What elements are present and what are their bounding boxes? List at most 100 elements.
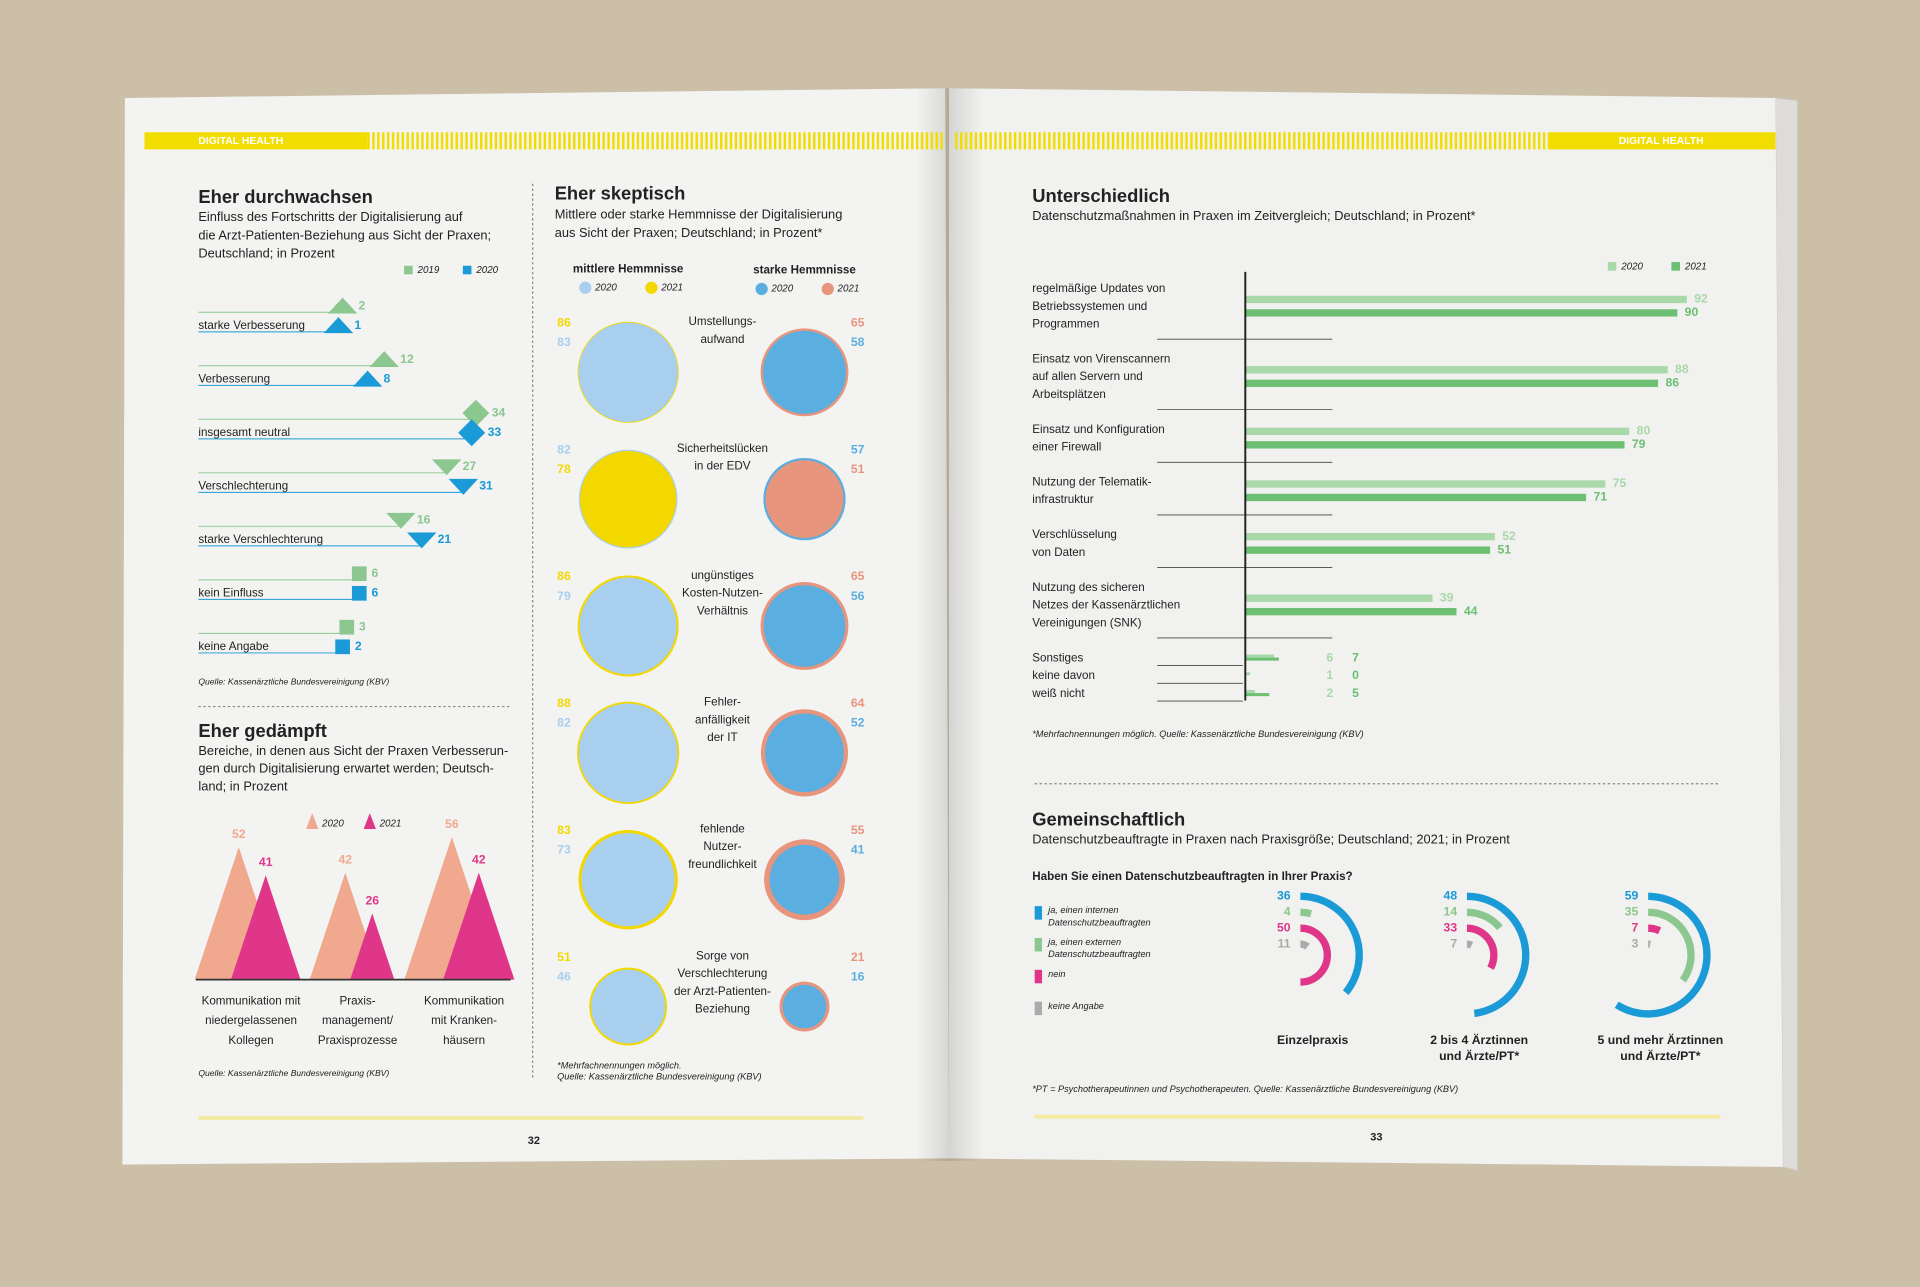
footnote: *Mehrfachnennungen möglich. Quelle: Kasse… [557,1061,761,1082]
value-label: 27 [463,459,477,473]
category-label: kein Einfluss [198,586,263,599]
marker [369,351,399,368]
marker [351,585,367,601]
group-label: starke Hemmnisse [753,264,856,277]
arc [1647,924,1662,935]
triangle [350,913,395,980]
header-stripes [955,132,1549,150]
value-label: 48 [1444,889,1458,903]
legend-swatch [1671,262,1680,271]
bar [1245,441,1625,449]
value-label: 52 [851,716,865,730]
value-label: 7 [1352,650,1359,664]
category-label: Verschlechterung [198,479,288,492]
value-label: 4 [1284,905,1291,919]
category-label: Nutzung der Telematik-infrastruktur [1032,476,1151,507]
header-band [144,132,368,150]
arc [1466,924,1498,970]
bar [1245,295,1687,304]
value-label: 42 [472,853,486,867]
value-label: 12 [400,352,414,366]
category-label: ungünstiges Kosten-Nutzen-Verhältnis [682,569,763,618]
marker [462,399,490,427]
value-label: 73 [557,843,571,857]
value-label: 79 [557,589,571,603]
marker [339,619,355,635]
legend-swatch [363,813,376,830]
legend-label: keine Angabe [1048,1001,1104,1011]
legend-swatch [645,281,658,294]
value-label: 88 [1675,362,1689,376]
category-label: Umstellungs-aufwand [689,315,757,346]
arc [1466,940,1474,949]
value-label: 5 [1352,686,1359,700]
value-label: 57 [851,442,865,456]
value-label: 75 [1613,476,1627,490]
value-label: 26 [365,893,379,907]
category-label: Kommunikation mit Kranken-häusern [424,995,504,1047]
arc [1648,908,1695,983]
legend-swatch [1607,262,1617,271]
header-stripes [367,132,943,150]
bubble [765,713,844,793]
legend-swatch [306,813,319,830]
value-label: 7 [1632,920,1639,934]
header-label: DIGITAL HEALTH [1619,136,1704,147]
category-label: starke Verschlechterung [198,533,323,546]
bubble [579,577,677,675]
legend-label: 2020 [770,284,793,295]
value-label: 33 [1444,920,1458,934]
legend-label: 2020 [321,819,344,830]
value-label: 82 [557,442,571,456]
marker [323,317,354,334]
bar [1245,672,1251,676]
legend-swatch [462,265,472,275]
value-label: 35 [1625,905,1639,919]
value-label: 16 [851,969,865,983]
bar [1245,690,1255,694]
arc [1466,908,1503,931]
value-label: 33 [488,425,502,439]
triangle [443,872,515,980]
value-label: 1 [354,318,361,332]
category-label: Fehler-anfälligkeit der IT [695,696,751,745]
value-label: 0 [1352,668,1359,682]
legend-swatch [579,281,592,294]
bar [1245,379,1659,387]
chart-title: Eher gedämpft [198,720,327,741]
value-label: 2 [359,298,366,312]
bar [1245,657,1279,661]
value-label: 56 [445,817,459,831]
value-label: 65 [851,569,865,583]
value-label: 41 [259,855,273,869]
bubble [591,969,666,1044]
value-label: 21 [851,950,865,964]
value-label: 64 [851,696,865,710]
value-label: 79 [1632,437,1646,451]
legend-label: 2020 [475,265,498,276]
value-label: 42 [339,853,353,867]
value-label: 41 [851,843,865,857]
chart-subtitle: Einfluss des Fortschritts der Digitalisi… [198,209,491,261]
value-label: 88 [557,696,571,710]
right-page [948,88,1783,1167]
source: Quelle: Kassenärztliche Bundesvereinigun… [198,676,389,686]
legend-swatch [821,282,834,296]
category-label: weiß nicht [1031,687,1085,700]
value-label: 46 [557,969,571,983]
chart-title: Gemeinschaftlich [1032,808,1185,829]
marker [448,478,479,495]
value-label: 55 [851,823,865,837]
category-label: Verbesserung [198,372,270,385]
bubble [782,984,827,1029]
legend-label: 2021 [660,282,683,293]
bar [1245,309,1678,317]
arc [1300,892,1363,995]
question: Haben Sie einen Datenschutzbeauftragten … [1032,870,1352,883]
value-label: 65 [851,316,865,330]
header-band [1548,132,1776,150]
value-label: 83 [557,823,571,837]
